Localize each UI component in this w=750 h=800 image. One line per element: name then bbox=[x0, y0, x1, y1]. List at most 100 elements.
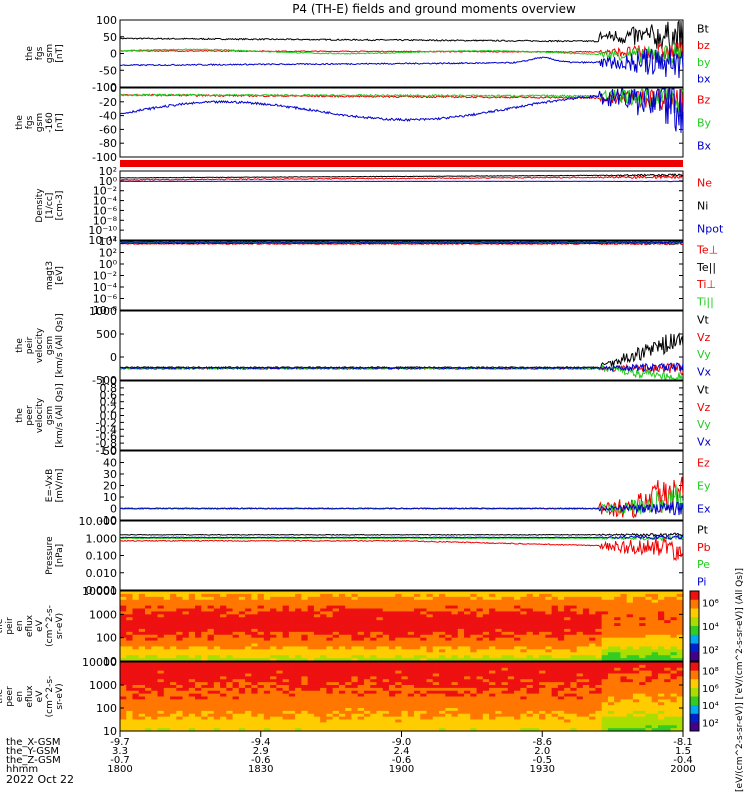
spectrogram-cell bbox=[188, 693, 196, 698]
spectrogram-cell bbox=[670, 628, 678, 633]
spectrogram-cell bbox=[163, 716, 171, 721]
spectrogram-cell bbox=[614, 722, 622, 726]
spectrogram-cell bbox=[301, 713, 309, 718]
spectrogram-cell bbox=[420, 623, 428, 627]
spectrogram-cell bbox=[545, 626, 553, 630]
x-axis-row-label: the_Z-GSM bbox=[6, 755, 61, 766]
spectrogram-cell bbox=[464, 614, 471, 618]
spectrogram-cell bbox=[213, 634, 221, 639]
spectrogram-cell bbox=[532, 599, 540, 604]
spectrogram-cell bbox=[489, 608, 496, 613]
spectrogram-cell bbox=[251, 708, 259, 712]
spectrogram-cell bbox=[426, 637, 434, 642]
spectrogram-cell bbox=[157, 658, 165, 662]
spectrogram-cell bbox=[632, 626, 640, 630]
spectrogram-cell bbox=[420, 673, 428, 677]
spectrogram-cell bbox=[539, 640, 546, 645]
spectrogram-cell bbox=[464, 685, 471, 689]
spectrogram-cell bbox=[557, 658, 565, 662]
spectrogram-cell bbox=[263, 649, 271, 653]
spectrogram-cell bbox=[557, 699, 565, 703]
spectrogram-cell bbox=[382, 719, 390, 723]
spectrogram-cell bbox=[539, 623, 546, 627]
spectrogram-cell bbox=[138, 702, 146, 706]
spectrogram-cell bbox=[357, 676, 365, 680]
spectrogram-cell bbox=[651, 719, 659, 723]
spectrogram-cell bbox=[326, 640, 334, 645]
spectrogram-cell bbox=[557, 643, 565, 648]
spectrogram-cell bbox=[182, 667, 190, 672]
spectrogram-cell bbox=[257, 634, 265, 639]
spectrogram-cell bbox=[282, 705, 290, 709]
spectrogram-cell bbox=[495, 685, 503, 689]
spectrogram-cell bbox=[145, 662, 152, 666]
spectrogram-cell bbox=[245, 626, 252, 630]
spectrogram-cell bbox=[326, 611, 334, 615]
y-axis-label: [cm-3] bbox=[55, 191, 65, 221]
spectrogram-cell bbox=[157, 685, 165, 689]
spectrogram-cell bbox=[238, 602, 246, 607]
spectrogram-cell bbox=[320, 693, 328, 698]
spectrogram-cell bbox=[145, 725, 152, 729]
spectrogram-cell bbox=[120, 640, 127, 645]
spectrogram-cell bbox=[520, 673, 528, 677]
spectrogram-cell bbox=[157, 728, 165, 732]
spectrogram-cell bbox=[457, 614, 465, 618]
spectrogram-cell bbox=[570, 664, 578, 669]
spectrogram-cell bbox=[532, 687, 540, 692]
spectrogram-cell bbox=[370, 705, 378, 709]
spectrogram-cell bbox=[401, 676, 409, 680]
spectrogram-cell bbox=[601, 702, 609, 706]
spectrogram-cell bbox=[589, 676, 597, 680]
spectrogram-cell bbox=[514, 716, 521, 721]
spectrogram-cell bbox=[476, 725, 484, 729]
spectrogram-cell bbox=[651, 716, 659, 721]
spectrogram-cell bbox=[132, 599, 140, 604]
spectrogram-cell bbox=[657, 646, 665, 650]
spectrogram-cell bbox=[376, 664, 384, 669]
spectrogram-cell bbox=[145, 614, 152, 618]
spectrogram-cell bbox=[251, 679, 259, 683]
spectrogram-cell bbox=[426, 655, 434, 659]
spectrogram-cell bbox=[170, 708, 177, 712]
spectrogram-cell bbox=[195, 646, 202, 650]
spectrogram-cell bbox=[514, 682, 521, 686]
spectrogram-cell bbox=[426, 719, 434, 723]
spectrogram-cell bbox=[257, 626, 265, 630]
spectrogram-cell bbox=[589, 620, 597, 624]
spectrogram-cell bbox=[345, 708, 353, 712]
spectrogram-cell bbox=[345, 631, 353, 636]
spectrogram-cell bbox=[657, 649, 665, 653]
spectrogram-cell bbox=[401, 687, 409, 692]
spectrogram-cell bbox=[545, 722, 553, 726]
spectrogram-cell bbox=[351, 725, 359, 729]
spectrogram-cell bbox=[232, 702, 240, 706]
spectrogram-cell bbox=[576, 699, 584, 703]
spectrogram-cell bbox=[163, 628, 171, 633]
spectrogram-cell bbox=[145, 710, 152, 715]
spectrogram-cell bbox=[388, 649, 396, 653]
spectrogram-cell bbox=[607, 593, 615, 598]
spectrogram-cell bbox=[307, 599, 315, 604]
spectrogram-cell bbox=[401, 728, 409, 732]
spectrogram-cell bbox=[414, 716, 421, 721]
spectrogram-cell bbox=[195, 611, 202, 615]
spectrogram-cell bbox=[295, 728, 303, 732]
spectrogram-cell bbox=[345, 722, 353, 726]
spectrogram-cell bbox=[126, 628, 134, 633]
spectrogram-cell bbox=[270, 602, 277, 607]
spectrogram-cell bbox=[482, 687, 490, 692]
spectrogram-cell bbox=[489, 722, 496, 726]
colorbar-segment bbox=[690, 713, 699, 723]
spectrogram-cell bbox=[257, 685, 265, 689]
spectrogram-cell bbox=[626, 722, 634, 726]
spectrogram-cell bbox=[307, 679, 315, 683]
spectrogram-cell bbox=[145, 652, 152, 656]
spectrogram-cell bbox=[276, 634, 284, 639]
colorbar-frame bbox=[689, 661, 700, 732]
spectrogram-cell bbox=[626, 602, 634, 607]
legend-entry: Vy bbox=[697, 418, 711, 431]
spectrogram-cell bbox=[151, 690, 159, 695]
spectrogram-cell bbox=[313, 719, 321, 723]
spectrogram-cell bbox=[151, 658, 159, 662]
